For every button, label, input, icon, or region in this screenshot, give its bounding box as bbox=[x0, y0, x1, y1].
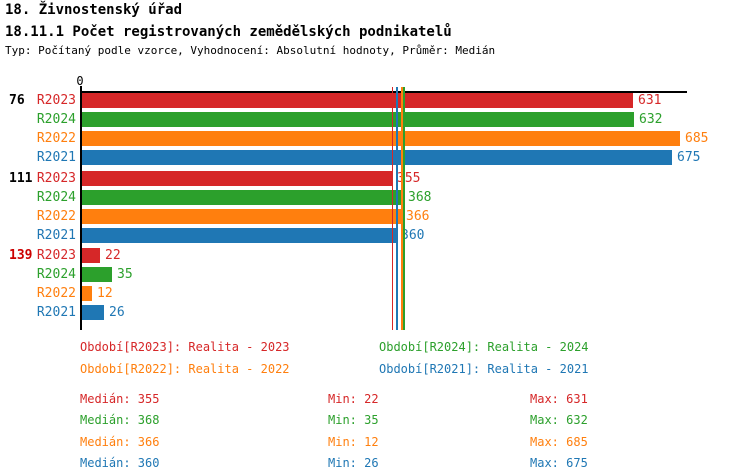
bar-value-label: 632 bbox=[639, 112, 663, 127]
bar bbox=[81, 131, 680, 146]
bar bbox=[81, 248, 100, 263]
bar-row-label: R2021 bbox=[36, 305, 76, 320]
chart-meta-line: Typ: Počítaný podle vzorce, Vyhodnocení:… bbox=[5, 44, 496, 57]
group-label: 139 bbox=[9, 248, 33, 263]
bar-value-label: 26 bbox=[109, 305, 125, 320]
group-label: 76 bbox=[9, 93, 25, 108]
legend-item: Období[R2021]: Realita - 2021 bbox=[379, 362, 589, 376]
legend-item: Období[R2022]: Realita - 2022 bbox=[80, 362, 290, 376]
bar-row-label: R2022 bbox=[36, 286, 76, 301]
page-subtitle: 18.11.1 Počet registrovaných zemědělskýc… bbox=[5, 24, 452, 40]
stat-min: Min: 35 bbox=[328, 413, 379, 427]
bar bbox=[81, 267, 112, 282]
bar bbox=[81, 228, 396, 243]
bar-row-label: R2024 bbox=[36, 267, 76, 282]
stat-median: Medián: 355 bbox=[80, 392, 160, 406]
bar bbox=[81, 305, 104, 320]
bar-row-label: R2023 bbox=[36, 93, 76, 108]
axis-line bbox=[80, 86, 82, 330]
bar-value-label: 35 bbox=[117, 267, 133, 282]
stat-max: Max: 685 bbox=[530, 435, 588, 449]
grouped-bar-chart: 76 R2023 631 R2024 632 R2022 685 R2021 675 111 R20… bbox=[9, 74, 709, 330]
bar-row-label: R2024 bbox=[36, 190, 76, 205]
legend-item: Období[R2024]: Realita - 2024 bbox=[379, 340, 589, 354]
bar-value-label: 366 bbox=[406, 209, 430, 224]
stat-max: Max: 675 bbox=[530, 456, 588, 470]
bar bbox=[81, 112, 634, 127]
bar-row-label: R2022 bbox=[36, 131, 76, 146]
bar-row-label: R2021 bbox=[36, 150, 76, 165]
stat-min: Min: 26 bbox=[328, 456, 379, 470]
median-line bbox=[401, 87, 403, 330]
bar-value-label: 22 bbox=[105, 248, 121, 263]
page-title: 18. Živnostenský úřad bbox=[5, 2, 183, 18]
median-line bbox=[391, 87, 394, 330]
stat-median: Medián: 366 bbox=[80, 435, 160, 449]
axis-origin-label: 0 bbox=[76, 74, 84, 88]
median-line bbox=[403, 87, 405, 330]
bar-row-label: R2024 bbox=[36, 112, 76, 127]
stat-max: Max: 632 bbox=[530, 413, 588, 427]
bar-value-label: 355 bbox=[397, 171, 421, 186]
bar-row-label: R2022 bbox=[36, 209, 76, 224]
bar bbox=[81, 286, 92, 301]
bar bbox=[81, 93, 633, 108]
bar bbox=[81, 171, 392, 186]
stat-median: Medián: 360 bbox=[80, 456, 160, 470]
stat-max: Max: 631 bbox=[530, 392, 588, 406]
group-label: 111 bbox=[9, 171, 33, 186]
axis-baseline bbox=[81, 91, 687, 93]
bar-value-label: 675 bbox=[677, 150, 701, 165]
bar bbox=[81, 209, 401, 224]
legend-item: Období[R2023]: Realita - 2023 bbox=[80, 340, 290, 354]
bar-value-label: 12 bbox=[97, 286, 113, 301]
stat-min: Min: 12 bbox=[328, 435, 379, 449]
bar-value-label: 360 bbox=[401, 228, 425, 243]
bar-row-label: R2021 bbox=[36, 228, 76, 243]
stat-median: Medián: 368 bbox=[80, 413, 160, 427]
bar-row-label: R2023 bbox=[36, 248, 76, 263]
bar-value-label: 368 bbox=[408, 190, 432, 205]
bar-value-label: 631 bbox=[638, 93, 662, 108]
bar bbox=[81, 190, 403, 205]
stat-min: Min: 22 bbox=[328, 392, 379, 406]
median-line bbox=[396, 87, 398, 330]
bar-row-label: R2023 bbox=[36, 171, 76, 186]
bar-value-label: 685 bbox=[685, 131, 709, 146]
bar bbox=[81, 150, 672, 165]
